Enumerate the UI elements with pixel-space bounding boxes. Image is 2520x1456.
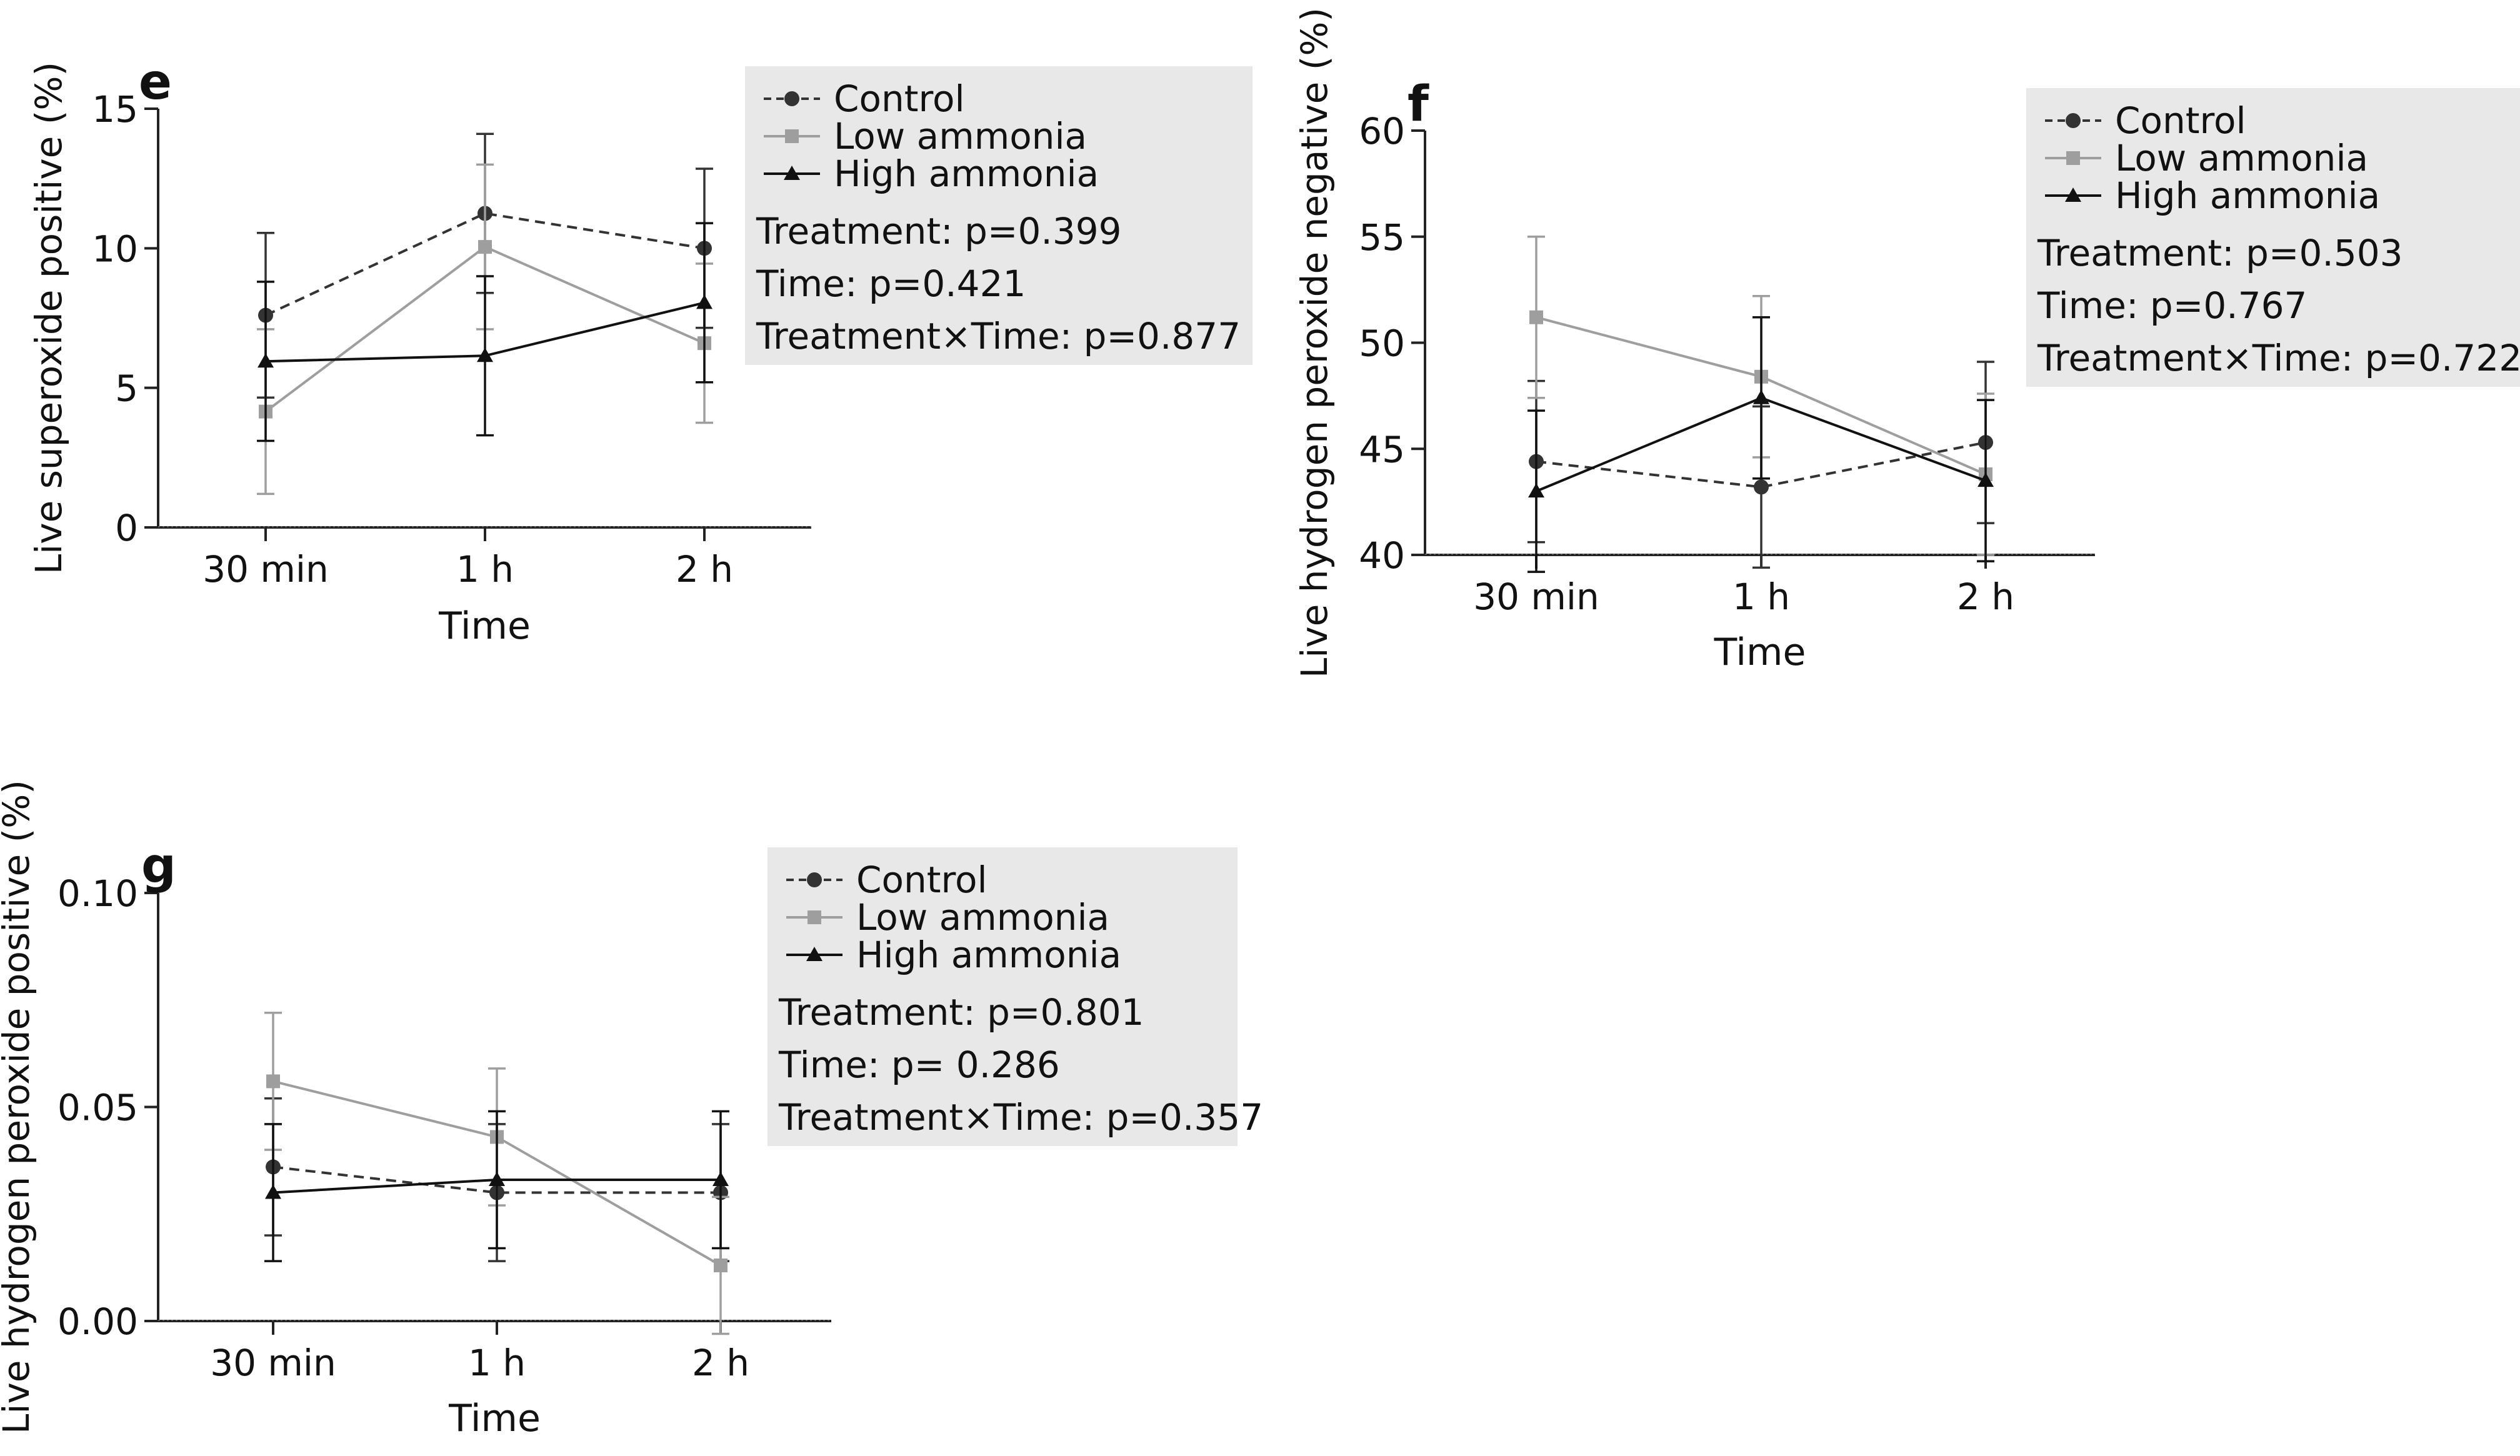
legend-label-control: Control xyxy=(2115,99,2246,142)
legend-marker-high-ammonia xyxy=(784,166,800,180)
y-axis-title: Live superoxide positive (%) xyxy=(28,62,70,574)
stat-line: Treatment×Time: p=0.357 xyxy=(778,1096,1263,1139)
series-high-ammonia xyxy=(257,222,713,442)
legend-marker-low-ammonia xyxy=(2066,151,2080,165)
data-point xyxy=(1528,483,1544,498)
data-point xyxy=(696,294,712,309)
legend-background xyxy=(745,66,1252,365)
x-axis-title: Time xyxy=(448,1397,541,1440)
y-tick-label: 45 xyxy=(1359,428,1405,471)
x-tick-label: 30 min xyxy=(1473,576,1599,618)
panel-label: g xyxy=(141,838,176,894)
chart-panel-e: 0 5 10 15 30 min 1 h 2 h Time Live superoxide po… xyxy=(28,54,1252,648)
y-tick-label: 0.10 xyxy=(58,872,138,915)
legend-label-control: Control xyxy=(834,77,965,120)
data-point xyxy=(1978,472,1994,487)
stat-line: Treatment: p=0.801 xyxy=(778,991,1144,1034)
y-axis-title: Live hydrogen peroxide negative (%) xyxy=(1293,7,1336,678)
x-axis-title: Time xyxy=(1714,631,1806,674)
data-point xyxy=(478,240,492,254)
legend-background xyxy=(2026,88,2520,387)
legend-label-high-ammonia: High ammonia xyxy=(834,152,1099,195)
x-tick-label: 1 h xyxy=(1732,576,1790,618)
panel-label: e xyxy=(139,54,172,111)
y-tick-label: 0.05 xyxy=(58,1087,138,1129)
legend-label-low-ammonia: Low ammonia xyxy=(856,896,1109,939)
y-tick-label: 40 xyxy=(1359,534,1405,577)
y-axis-title: Live hydrogen peroxide positive (%) xyxy=(0,780,38,1434)
y-tick-label: 50 xyxy=(1359,322,1405,365)
legend-marker-high-ammonia xyxy=(806,947,822,961)
y-tick-label: 10 xyxy=(92,227,138,270)
chart-panel-f: 40 45 50 55 60 30 min 1 h 2 h Time Live hydrogen … xyxy=(1293,7,2520,678)
stat-line: Treatment×Time: p=0.877 xyxy=(756,315,1241,357)
legend-label-high-ammonia: High ammonia xyxy=(2115,174,2380,217)
stat-line: Treatment×Time: p=0.722 xyxy=(2037,337,2520,379)
legend-marker-high-ammonia xyxy=(2065,187,2081,202)
legend-label-low-ammonia: Low ammonia xyxy=(2115,137,2368,179)
data-point xyxy=(1529,310,1543,324)
legend-marker-control xyxy=(807,872,822,887)
x-tick-label: 1 h xyxy=(456,548,514,591)
x-axis-title: Time xyxy=(438,604,531,648)
legend-label-control: Control xyxy=(856,859,988,901)
stat-line: Treatment: p=0.399 xyxy=(756,210,1122,252)
x-tick-label: 2 h xyxy=(1957,576,2014,618)
data-point xyxy=(714,1258,728,1272)
data-point xyxy=(266,1074,280,1089)
y-tick-label: 0.00 xyxy=(58,1300,138,1343)
y-tick-label: 0 xyxy=(115,507,138,549)
series-high-ammonia xyxy=(264,1110,729,1262)
legend-marker-low-ammonia xyxy=(808,910,821,924)
x-tick-label: 1 h xyxy=(468,1342,526,1384)
data-point xyxy=(477,347,493,362)
legend-label-high-ammonia: High ammonia xyxy=(856,934,1121,976)
x-tick-label: 30 min xyxy=(202,548,329,591)
y-tick-label: 5 xyxy=(115,367,138,410)
data-point xyxy=(258,353,274,368)
y-tick-label: 55 xyxy=(1359,216,1405,259)
x-tick-label: 2 h xyxy=(692,1342,749,1384)
data-point xyxy=(1753,389,1769,404)
legend-marker-low-ammonia xyxy=(785,129,799,143)
stat-line: Time: p=0.421 xyxy=(756,262,1026,305)
data-point xyxy=(712,1171,729,1186)
y-tick-label: 60 xyxy=(1359,110,1405,152)
stat-line: Treatment: p=0.503 xyxy=(2037,232,2403,274)
chart-panel-g: 0.00 0.05 0.10 30 min 1 h 2 h Time Live hydroge… xyxy=(0,780,1263,1440)
data-point xyxy=(489,1171,505,1186)
series-line xyxy=(272,1165,721,1194)
stat-line: Time: p=0.767 xyxy=(2037,284,2307,327)
stat-line: Time: p= 0.286 xyxy=(778,1044,1060,1086)
data-point xyxy=(265,1184,281,1199)
panel-label: f xyxy=(1408,76,1429,132)
series-high-ammonia xyxy=(1528,316,1994,573)
legend-label-low-ammonia: Low ammonia xyxy=(834,115,1087,157)
x-tick-label: 30 min xyxy=(210,1342,336,1384)
data-point xyxy=(1754,479,1769,495)
legend-marker-control xyxy=(784,91,799,106)
series-line xyxy=(1536,441,1986,489)
x-tick-label: 2 h xyxy=(676,548,733,591)
legend-background xyxy=(768,847,1238,1146)
y-tick-label: 15 xyxy=(92,88,138,131)
legend-marker-control xyxy=(2066,113,2081,128)
